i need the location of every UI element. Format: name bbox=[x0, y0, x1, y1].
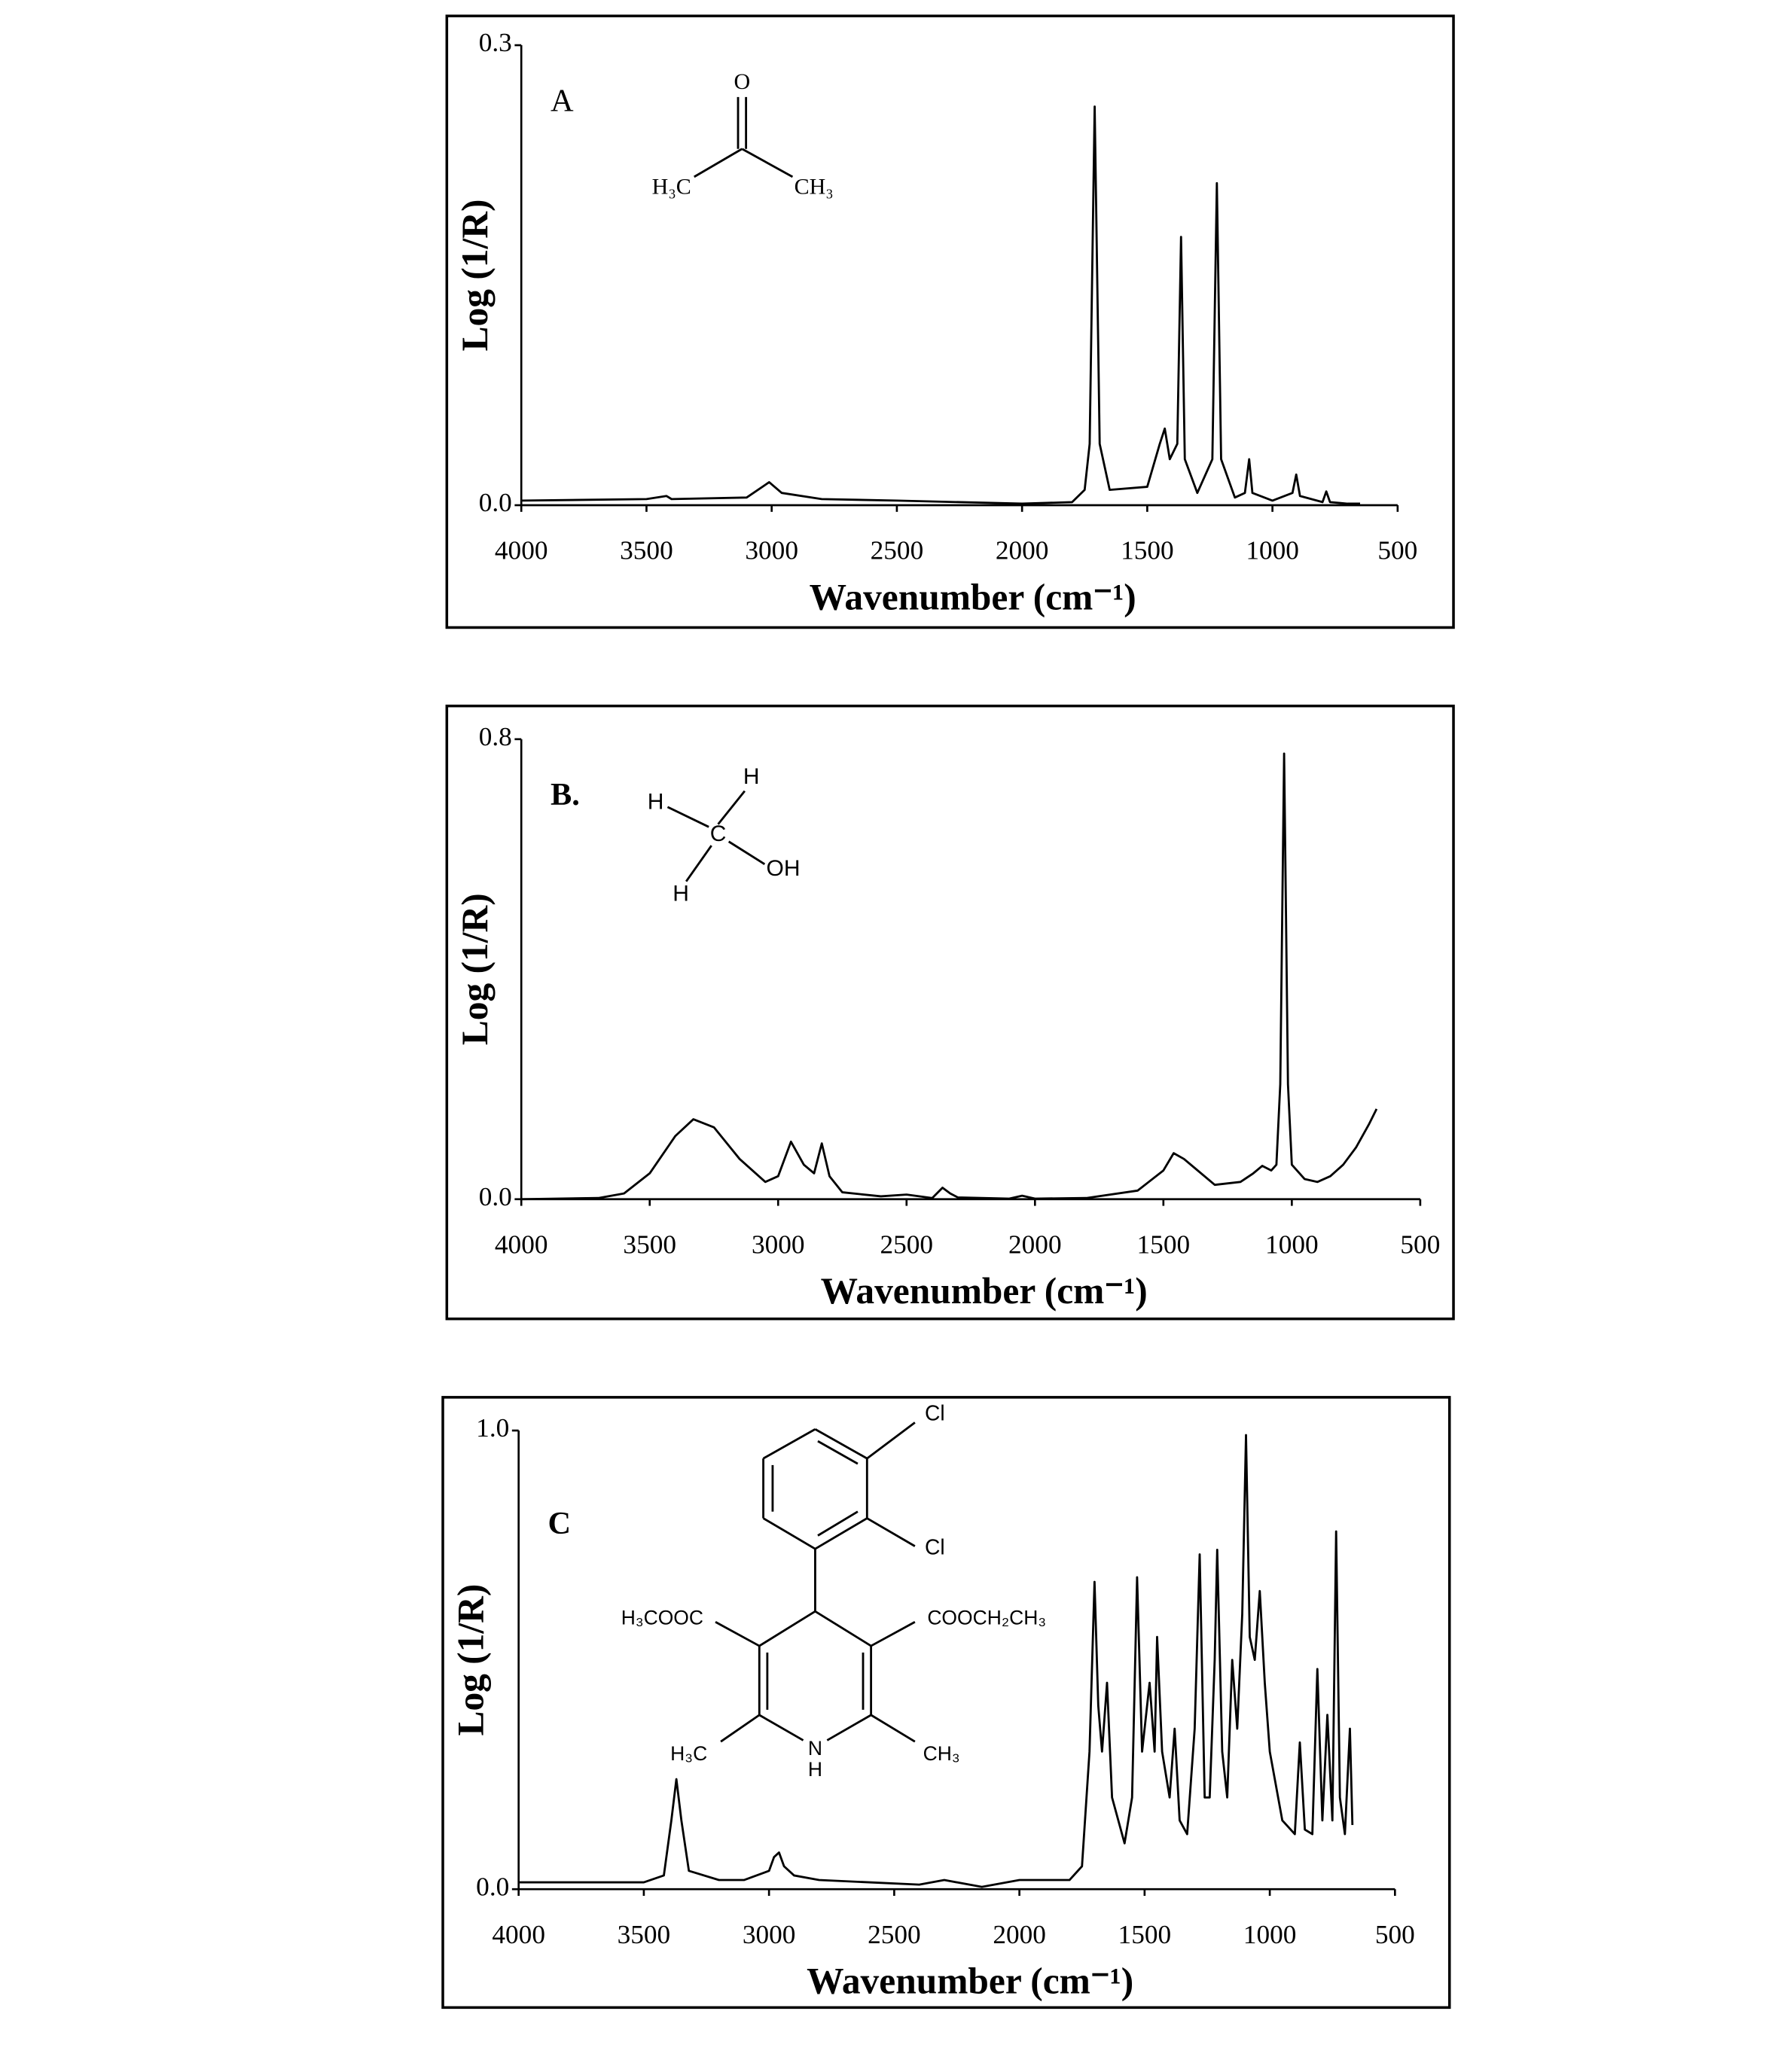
atom-label: O bbox=[734, 69, 750, 94]
atom-label: CH₃ bbox=[923, 1742, 960, 1765]
atom-label: OH bbox=[767, 856, 801, 881]
y-tick-label: 0.0 bbox=[479, 1182, 512, 1211]
atom-label: H₃C bbox=[670, 1742, 707, 1765]
panel-frame bbox=[441, 1396, 1451, 2010]
structure-a: O H₃C CH₃ bbox=[652, 69, 834, 199]
x-tick-label: 4000 bbox=[495, 536, 548, 565]
x-axis-title: Wavenumber (cm⁻¹) bbox=[810, 576, 1136, 617]
atom-label: H bbox=[673, 881, 689, 906]
x-tick-label: 500 bbox=[1400, 1229, 1440, 1259]
x-tick-label: 1500 bbox=[1137, 1229, 1191, 1259]
x-tick-label: 1000 bbox=[1243, 1920, 1297, 1949]
x-tick-label: 2500 bbox=[880, 1229, 933, 1259]
x-tick-label: 1000 bbox=[1265, 1229, 1319, 1259]
spectrum-line bbox=[521, 105, 1360, 505]
x-tick-label: 2000 bbox=[996, 536, 1049, 565]
y-tick-label: 1.0 bbox=[476, 1413, 509, 1443]
x-tick-label: 2500 bbox=[871, 536, 924, 565]
x-tick-label: 3000 bbox=[745, 536, 798, 565]
panel-frame bbox=[445, 14, 1455, 629]
y-tick-label: 0.3 bbox=[479, 28, 512, 57]
x-axis-title: Wavenumber (cm⁻¹) bbox=[807, 1961, 1133, 2002]
x-tick-label: 500 bbox=[1375, 1920, 1415, 1949]
x-tick-label: 500 bbox=[1377, 536, 1417, 565]
x-tick-label: 3000 bbox=[743, 1920, 796, 1949]
spectrum-line bbox=[518, 1434, 1354, 1888]
x-axis-title: Wavenumber (cm⁻¹) bbox=[821, 1270, 1148, 1312]
atom-label: COOCH₂CH₃ bbox=[927, 1607, 1046, 1629]
x-tick-label: 1500 bbox=[1118, 1920, 1172, 1949]
x-tick-label: 1000 bbox=[1246, 536, 1299, 565]
panel-label: A bbox=[551, 83, 574, 118]
y-axis-title: Log (1/R) bbox=[454, 893, 496, 1045]
y-axis-title: Log (1/R) bbox=[450, 1584, 492, 1736]
panel-frame bbox=[445, 704, 1455, 1321]
atom-label: H bbox=[808, 1758, 822, 1781]
atom-label: H bbox=[743, 764, 760, 789]
y-axis-title: Log (1/R) bbox=[454, 200, 496, 352]
spectrum-line bbox=[521, 752, 1378, 1201]
x-tick-label: 1500 bbox=[1121, 536, 1174, 565]
x-tick-label: 2000 bbox=[993, 1920, 1046, 1949]
atom-label: Cl bbox=[925, 1400, 945, 1424]
x-tick-label: 3500 bbox=[623, 1229, 676, 1259]
atom-label: H₃COOC bbox=[621, 1607, 703, 1629]
panel-label: B. bbox=[551, 777, 580, 812]
panel-label: C bbox=[548, 1506, 572, 1541]
atom-label: CH₃ bbox=[795, 175, 834, 200]
atom-label: N bbox=[808, 1737, 822, 1760]
y-tick-label: 0.0 bbox=[476, 1872, 509, 1901]
y-tick-label: 0.8 bbox=[479, 722, 512, 751]
x-tick-label: 4000 bbox=[495, 1229, 548, 1259]
x-tick-label: 2500 bbox=[868, 1920, 921, 1949]
structure-c: Cl Cl H₃COOC COOCH₂CH₃ H₃C CH₃ N H bbox=[621, 1400, 1046, 1781]
atom-label: H bbox=[648, 789, 664, 814]
y-tick-label: 0.0 bbox=[479, 488, 512, 517]
x-tick-label: 3500 bbox=[618, 1920, 671, 1949]
x-tick-label: 4000 bbox=[492, 1920, 545, 1949]
structure-b: H H C OH H bbox=[648, 764, 801, 906]
x-tick-label: 2000 bbox=[1008, 1229, 1062, 1259]
atom-label: H₃C bbox=[652, 175, 691, 200]
atom-label: Cl bbox=[925, 1535, 945, 1559]
x-tick-label: 3500 bbox=[620, 536, 673, 565]
atom-label: C bbox=[710, 821, 727, 846]
x-tick-label: 3000 bbox=[752, 1229, 805, 1259]
